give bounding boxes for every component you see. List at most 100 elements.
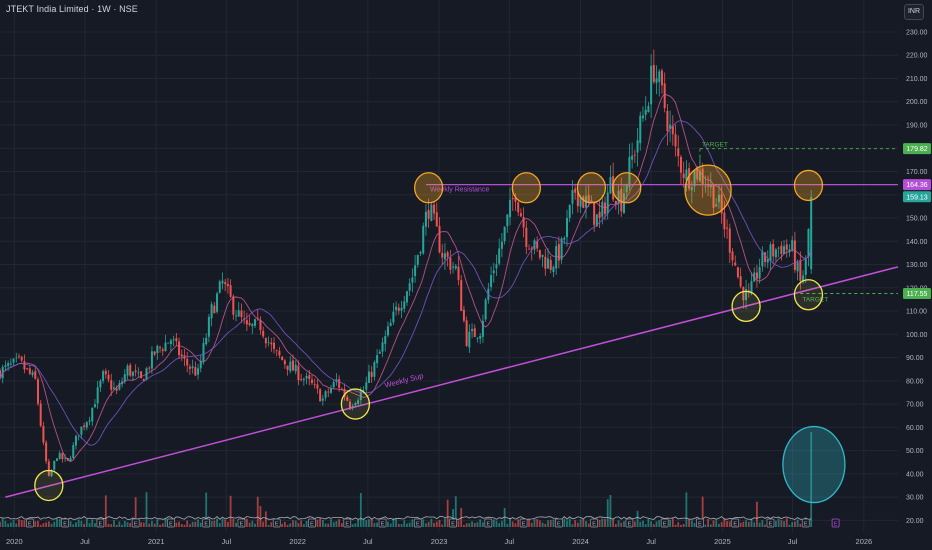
candle-body [386, 326, 389, 336]
volume-bar [780, 520, 783, 527]
candle-body [55, 458, 58, 462]
y-tick-label: 220.00 [906, 53, 928, 60]
price-badge-label: 164.36 [906, 182, 928, 189]
volume-bar [704, 524, 707, 527]
volume-bar [601, 518, 604, 527]
volume-bar [788, 524, 791, 527]
candle-body [172, 339, 175, 341]
volume-bar [289, 523, 292, 527]
candle-body [110, 380, 113, 390]
candle-body [606, 192, 609, 214]
highlight-circle-orange [511, 172, 541, 204]
volume-bar [368, 519, 370, 527]
volume-bar [0, 522, 1, 527]
volume-bar [218, 523, 221, 527]
currency-badge[interactable]: INR [904, 4, 924, 20]
candle-body [793, 240, 796, 270]
candle-body [457, 266, 460, 281]
candle-body [566, 218, 569, 238]
candle-body [232, 296, 235, 315]
volume-bar [294, 520, 297, 527]
candle-body [376, 355, 379, 364]
volume-bar [571, 524, 574, 527]
volume-bar [107, 523, 110, 527]
volume-bar [389, 523, 392, 527]
candle-body [126, 365, 129, 376]
candle-body [159, 347, 162, 349]
volume-bar [362, 519, 365, 527]
target-label: TARGET [702, 142, 728, 149]
candle-body [511, 197, 514, 200]
volume-bar [408, 522, 411, 527]
volume-bar [479, 519, 482, 527]
volume-bar [34, 521, 37, 527]
earnings-marker [590, 518, 598, 528]
candle-body [42, 425, 45, 443]
volume-bar [433, 522, 435, 527]
volume-bar [775, 520, 777, 527]
candle-body [310, 379, 313, 384]
candle-body [435, 212, 438, 227]
candle-body [80, 426, 83, 435]
volume-bar [544, 523, 547, 527]
candle-body [216, 293, 219, 312]
candle-body [647, 106, 650, 113]
page-title: JTEKT India Limited · 1W · NSE [6, 4, 138, 14]
y-tick-label: 170.00 [906, 169, 928, 176]
volume-bar [435, 521, 438, 527]
candle-body [769, 244, 772, 261]
candle-body [289, 361, 292, 372]
volume-bar [387, 521, 389, 527]
candle-body [72, 445, 75, 459]
volume-bar [536, 519, 539, 527]
candle-body [631, 155, 634, 160]
volume-bar [639, 521, 642, 527]
earnings-marker [25, 518, 34, 528]
earnings-marker-letter: E [487, 522, 491, 528]
candle-body [766, 258, 769, 263]
y-tick-label: 40.00 [906, 471, 924, 478]
candle-body [671, 125, 674, 135]
volume-bar [636, 510, 639, 527]
candle-body [549, 259, 552, 270]
candle-body [384, 336, 387, 344]
candle-body [669, 124, 672, 129]
candle-body [85, 422, 88, 428]
volume-bar [53, 521, 56, 527]
x-tick-label: Jul [788, 537, 798, 546]
earnings-marker-letter: E [804, 522, 808, 528]
volume-bar [39, 524, 42, 527]
volume-bar [617, 520, 620, 527]
volume-bar [457, 520, 460, 527]
volume-bar [37, 520, 39, 527]
volume-bar [262, 521, 265, 527]
volume-bar [104, 495, 107, 527]
candle-body [785, 244, 788, 250]
candle-body [161, 349, 164, 352]
candle-body [45, 442, 48, 462]
volume-bar [463, 524, 465, 527]
volume-bar [693, 522, 696, 527]
volume-bar [614, 524, 617, 527]
volume-bar [400, 524, 403, 527]
candle-body [69, 457, 72, 462]
volume-bar [796, 519, 799, 527]
candle-body [169, 340, 172, 345]
earnings-marker [449, 518, 457, 528]
volume-bar [286, 524, 289, 527]
candle-body [810, 196, 813, 270]
volume-bar [563, 518, 566, 527]
volume-bar [186, 520, 189, 527]
candle-body [324, 391, 327, 398]
candle-body [354, 403, 357, 406]
y-tick-label: 150.00 [906, 216, 928, 223]
candle-body [755, 272, 758, 279]
x-tick-label: Jul [363, 537, 373, 546]
volume-bar [712, 520, 715, 527]
volume-bar [180, 524, 183, 527]
volume-bar [576, 522, 579, 527]
volume-bar [267, 524, 270, 527]
volume-bar [685, 492, 688, 527]
